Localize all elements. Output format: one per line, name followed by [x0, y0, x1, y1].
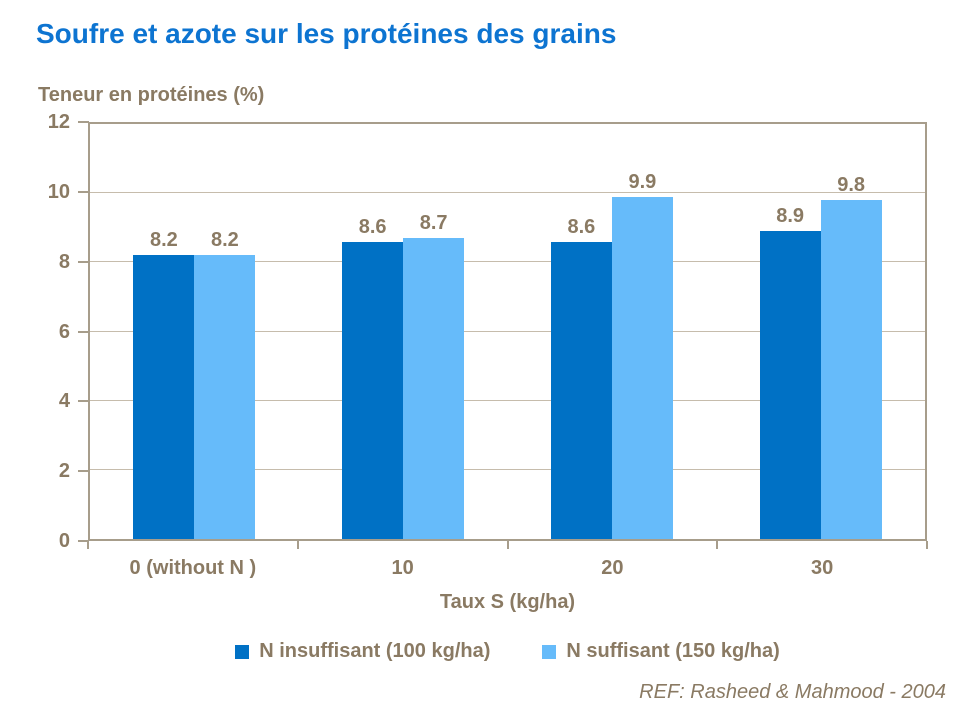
- bars-container: 8.2 8.2 8.6 8.7 8.6 9.9 8.9 9.8: [90, 124, 925, 539]
- chart-area: 8.2 8.2 8.6 8.7 8.6 9.9 8.9 9.8 0 (without N ) 1…: [48, 112, 928, 613]
- y-axis-tick: [78, 190, 89, 193]
- bar-column: 8.2: [194, 124, 256, 539]
- x-axis-tick-label: 20: [601, 557, 624, 579]
- category-group: 8.2 8.2: [90, 124, 299, 539]
- bar-value-label: 8.6: [567, 215, 596, 238]
- bar: [550, 241, 612, 539]
- category-group: 8.6 9.9: [508, 124, 717, 539]
- y-axis-tick: [78, 260, 89, 263]
- bar-value-label: 9.8: [837, 174, 866, 197]
- gridline: [90, 399, 925, 401]
- bar: [820, 200, 882, 539]
- y-axis-tick-label: 2: [58, 460, 70, 483]
- y-axis-tick-label: 12: [47, 111, 70, 133]
- footer-reference: REF: Rasheed & Mahmood - 2004: [639, 681, 946, 703]
- bar-value-label: 9.9: [628, 170, 657, 193]
- legend-swatch: [235, 644, 250, 659]
- bar: [403, 238, 465, 539]
- category-group: 8.9 9.8: [716, 124, 925, 539]
- y-axis-tick: [78, 540, 89, 542]
- bar-value-label: 8.2: [149, 229, 178, 252]
- x-axis-tick-label: 0 (without N ): [129, 557, 257, 579]
- bar: [342, 241, 404, 539]
- bar-value-label: 8.2: [210, 229, 239, 252]
- y-axis-tick-label: 6: [58, 320, 70, 343]
- bar-value-label: 8.9: [776, 205, 805, 228]
- bar-column: 8.6: [342, 124, 404, 539]
- legend: N insuffisant (100 kg/ha) N suffisant (15…: [88, 640, 927, 663]
- y-axis-tick: [78, 121, 89, 123]
- gridline: [90, 192, 925, 194]
- legend-item: N suffisant (150 kg/ha): [542, 640, 780, 663]
- chart-title: Soufre et azote sur les protéines des gr…: [36, 18, 617, 49]
- y-axis-title: Teneur en protéines (%): [38, 84, 265, 106]
- bar: [611, 196, 673, 539]
- bar: [759, 231, 821, 539]
- y-axis-tick: [78, 330, 89, 333]
- bar-column: 9.8: [820, 124, 882, 539]
- x-axis-labels: 0 (without N ) 10 20 30: [88, 557, 927, 580]
- y-axis-tick-label: 8: [58, 250, 70, 273]
- x-axis-tick: [506, 541, 509, 549]
- x-axis-tick-label: 30: [811, 557, 834, 579]
- x-axis-tick-label: 10: [391, 557, 414, 579]
- gridline: [90, 330, 925, 332]
- legend-label: N suffisant (150 kg/ha): [566, 640, 780, 662]
- bar-column: 8.7: [403, 124, 465, 539]
- bar: [133, 255, 195, 539]
- category-group: 8.6 8.7: [299, 124, 508, 539]
- bar: [194, 255, 256, 539]
- legend-swatch: [542, 644, 557, 659]
- y-axis-tick-label: 0: [58, 530, 70, 552]
- bar-column: 8.6: [550, 124, 612, 539]
- bar-value-label: 8.7: [419, 212, 448, 235]
- y-axis-tick: [78, 470, 89, 473]
- legend-item: N insuffisant (100 kg/ha): [235, 640, 490, 663]
- x-axis-tick: [87, 541, 89, 549]
- bar-column: 8.2: [133, 124, 195, 539]
- x-axis-tick: [296, 541, 299, 549]
- bar-value-label: 8.6: [358, 215, 387, 238]
- bar-column: 8.9: [759, 124, 821, 539]
- x-axis-tick: [716, 541, 719, 549]
- y-axis-tick-label: 10: [47, 180, 70, 203]
- x-axis-tick: [926, 541, 928, 549]
- bar-column: 9.9: [611, 124, 673, 539]
- legend-label: N insuffisant (100 kg/ha): [259, 640, 491, 662]
- gridline: [90, 261, 925, 263]
- gridline: [90, 468, 925, 470]
- y-axis-tick-label: 4: [58, 390, 70, 413]
- x-axis-title: Taux S (kg/ha): [439, 591, 576, 613]
- y-axis-tick: [78, 400, 89, 403]
